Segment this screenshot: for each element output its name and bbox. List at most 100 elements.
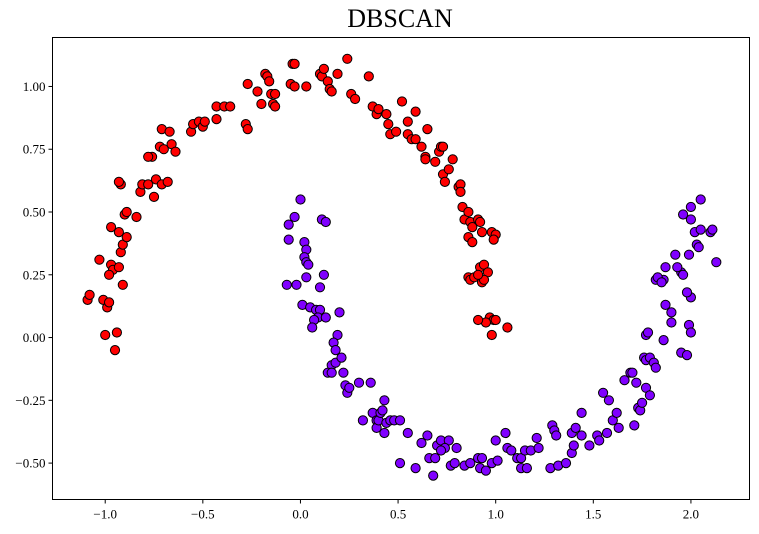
y-tick-label: 1.00	[23, 79, 46, 94]
data-point	[199, 116, 210, 127]
data-point	[242, 124, 253, 135]
data-point	[644, 390, 656, 401]
data-point	[681, 350, 693, 361]
data-point	[627, 367, 638, 378]
data-point	[685, 214, 697, 225]
data-point	[428, 470, 439, 481]
data-point	[486, 329, 497, 341]
data-point	[631, 377, 642, 388]
x-tick-label: 0.0	[292, 507, 308, 522]
data-point	[336, 352, 347, 363]
data-point	[416, 141, 427, 152]
data-point	[598, 387, 609, 398]
data-point	[326, 86, 337, 97]
data-point	[666, 307, 677, 318]
data-point	[611, 407, 622, 418]
data-point	[121, 232, 132, 243]
data-point	[603, 395, 615, 406]
data-point	[422, 430, 433, 441]
data-point	[289, 58, 300, 70]
data-point	[467, 222, 478, 233]
data-point	[430, 156, 441, 167]
data-point	[410, 463, 421, 474]
data-point	[506, 445, 517, 456]
data-point	[391, 126, 402, 137]
data-point	[410, 106, 421, 117]
y-tick-label: 0.50	[23, 205, 46, 220]
y-tick-label: 0.25	[23, 267, 46, 282]
data-point	[307, 322, 318, 333]
data-point	[439, 176, 450, 187]
data-point	[162, 176, 173, 187]
data-point	[660, 262, 671, 273]
data-point	[476, 227, 488, 238]
data-point	[295, 194, 306, 205]
data-point	[594, 435, 605, 446]
y-tick-label: 0.00	[23, 330, 46, 345]
data-point	[681, 287, 693, 298]
data-point	[443, 164, 454, 175]
data-point	[291, 279, 302, 290]
x-tick-label: −1.0	[93, 507, 117, 522]
data-point	[283, 234, 294, 245]
data-point	[584, 440, 595, 451]
data-point	[94, 254, 105, 265]
data-point	[695, 194, 706, 205]
data-point	[326, 367, 337, 378]
data-point	[533, 442, 544, 454]
data-point	[711, 257, 722, 268]
y-axis: −0.50 −0.25 0.00 0.25 0.50 0.75 1.00	[15, 79, 53, 471]
data-point	[560, 458, 572, 469]
data-point	[502, 322, 513, 333]
data-point	[121, 206, 132, 218]
data-point	[568, 440, 579, 451]
data-point	[394, 458, 406, 469]
x-tick-label: 0.5	[390, 507, 406, 522]
y-tick-label: 0.75	[23, 142, 46, 157]
data-point	[660, 299, 671, 310]
data-point	[402, 427, 413, 439]
data-point	[264, 76, 275, 87]
data-point	[488, 234, 499, 245]
x-tick-label: 1.5	[585, 507, 601, 522]
data-point	[363, 71, 374, 82]
data-point	[437, 141, 449, 152]
data-point	[707, 224, 718, 235]
data-point	[670, 249, 681, 260]
data-point	[289, 211, 300, 223]
data-point	[158, 144, 169, 155]
data-point	[143, 179, 154, 190]
data-point	[396, 96, 408, 107]
data-point	[106, 222, 117, 233]
data-point	[109, 345, 121, 356]
data-point	[480, 465, 491, 476]
data-point	[521, 463, 533, 474]
data-point	[344, 382, 355, 393]
data-point	[320, 312, 331, 323]
data-point	[381, 109, 392, 120]
data-point	[420, 154, 431, 165]
data-point	[113, 227, 125, 238]
data-point	[332, 68, 343, 80]
data-point	[342, 53, 353, 64]
data-point	[570, 422, 581, 433]
data-point	[678, 209, 689, 220]
data-point	[451, 442, 462, 454]
data-point	[330, 345, 341, 356]
axes-frame	[52, 37, 750, 500]
data-point	[301, 272, 312, 283]
data-point	[338, 367, 349, 378]
data-point	[422, 124, 433, 135]
data-point	[383, 119, 394, 130]
data-point	[113, 176, 125, 187]
data-point	[111, 327, 123, 338]
data-point	[416, 437, 427, 449]
x-axis: −1.0 −0.5 0.0 0.5 1.0 1.5 2.0	[93, 499, 699, 522]
data-point	[473, 269, 484, 280]
y-tick-label: −0.25	[15, 393, 45, 408]
data-point	[492, 455, 503, 466]
data-point	[637, 397, 648, 408]
data-point	[373, 104, 384, 115]
data-point	[303, 259, 314, 270]
